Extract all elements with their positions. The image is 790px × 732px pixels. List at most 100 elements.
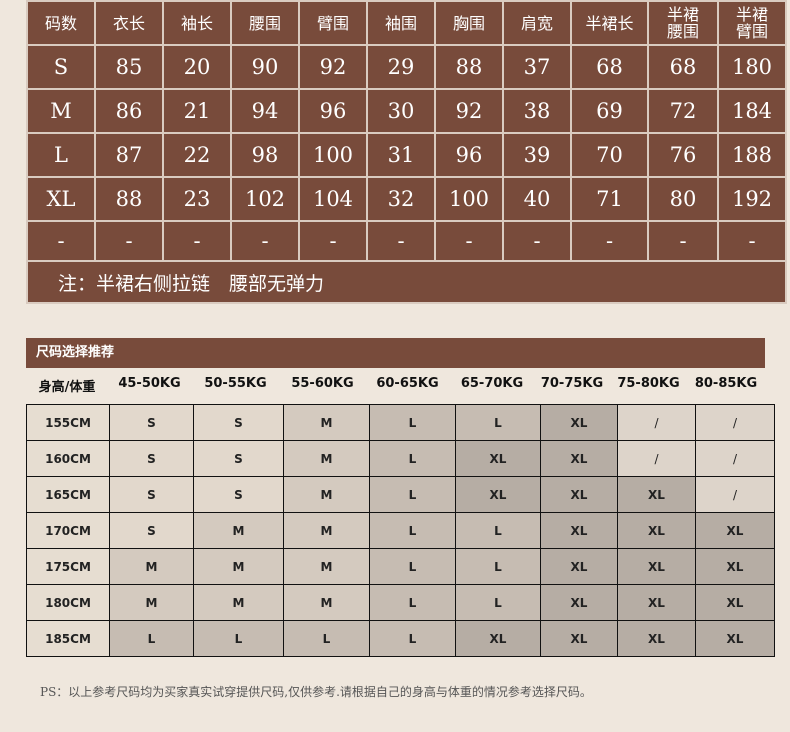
height-label: 170CM	[26, 512, 110, 549]
size-cell: 104	[298, 176, 368, 222]
size-recommendation-cell: XL	[617, 620, 696, 657]
size-recommendation-cell: M	[283, 584, 370, 621]
size-cell: -	[647, 220, 719, 262]
size-recommendation-cell: M	[283, 440, 370, 477]
size-recommendation-cell: L	[455, 548, 541, 585]
size-cell: M	[26, 88, 96, 134]
size-recommendation-cell: /	[617, 404, 696, 441]
size-recommendation-cell: S	[193, 440, 284, 477]
size-cell: 100	[434, 176, 504, 222]
size-recommendation-cell: L	[369, 620, 456, 657]
column-header: 腰围	[230, 0, 300, 46]
recommend-table: 155CM S S M L L XL //160CM S S M L XL XL //165CM S S M L XL…	[26, 404, 775, 657]
size-recommendation-cell: L	[369, 584, 456, 621]
weight-label: 80-85KG	[694, 376, 758, 391]
column-header: 半裙 腰围	[647, 0, 719, 46]
size-recommendation-cell: XL	[695, 512, 775, 549]
size-cell: 100	[298, 132, 368, 178]
size-recommendation-cell: XL	[455, 440, 541, 477]
section-title: 尺码选择推荐	[26, 338, 765, 368]
size-recommendation-cell: L	[369, 512, 456, 549]
size-cell: 32	[366, 176, 436, 222]
column-header: 袖长	[162, 0, 232, 46]
height-label: 165CM	[26, 476, 110, 513]
size-recommendation-cell: M	[109, 584, 194, 621]
height-label: 175CM	[26, 548, 110, 585]
size-cell: L	[26, 132, 96, 178]
size-recommendation-cell: XL	[540, 548, 618, 585]
size-recommendation-cell: XL	[540, 476, 618, 513]
weight-label: 60-65KG	[376, 376, 439, 391]
column-header: 胸围	[434, 0, 504, 46]
height-label: 180CM	[26, 584, 110, 621]
size-cell: 102	[230, 176, 300, 222]
size-cell: -	[94, 220, 164, 262]
size-cell: 40	[502, 176, 572, 222]
size-cell: 23	[162, 176, 232, 222]
size-recommendation-cell: /	[695, 440, 775, 477]
size-cell: 88	[434, 44, 504, 90]
size-cell: 38	[502, 88, 572, 134]
size-cell: 30	[366, 88, 436, 134]
size-cell: -	[26, 220, 96, 262]
size-row: S 85 20 90 92 29 88 37 68 68 180	[26, 44, 787, 90]
size-recommendation-cell: S	[109, 404, 194, 441]
size-recommendation-cell: XL	[695, 584, 775, 621]
size-recommendation-cell: XL	[455, 620, 541, 657]
size-cell: S	[26, 44, 96, 90]
size-cell: 69	[570, 88, 649, 134]
recommend-row: 185CM L L L L XL XL XL XL	[26, 620, 775, 657]
size-recommendation-cell: XL	[617, 548, 696, 585]
size-cell: 188	[717, 132, 787, 178]
height-label: 155CM	[26, 404, 110, 441]
weight-label: 70-75KG	[540, 376, 604, 391]
size-cell: 76	[647, 132, 719, 178]
size-cell: 92	[434, 88, 504, 134]
size-cell: 37	[502, 44, 572, 90]
recommend-row: 175CM M M M L L XL XL XL	[26, 548, 775, 585]
size-recommendation-cell: /	[695, 404, 775, 441]
recommend-row: 155CM S S M L L XL / /	[26, 404, 775, 441]
size-cell: 94	[230, 88, 300, 134]
size-cell: 80	[647, 176, 719, 222]
size-cell: 192	[717, 176, 787, 222]
size-cell: 180	[717, 44, 787, 90]
size-cell: -	[230, 220, 300, 262]
note-row: 注：半裙右侧拉链 腰部无弹力	[26, 260, 787, 304]
recommend-row: 170CM S M M L L XL XL XL	[26, 512, 775, 549]
size-recommendation-cell: XL	[617, 584, 696, 621]
height-label: 160CM	[26, 440, 110, 477]
size-recommendation-cell: XL	[540, 584, 618, 621]
size-header-row: 码数 衣长 袖长 腰围 臂围 袖围 胸围 肩宽 半裙长 半裙 腰围 半裙 臂围	[26, 0, 787, 46]
size-cell: 72	[647, 88, 719, 134]
size-row: L 87 22 98 100 31 96 39 70 76 188	[26, 132, 787, 178]
size-recommendation-cell: L	[193, 620, 284, 657]
size-recommendation-cell: L	[369, 548, 456, 585]
size-recommendation-cell: M	[109, 548, 194, 585]
weight-label: 50-55KG	[204, 376, 267, 391]
size-recommendation-cell: XL	[617, 476, 696, 513]
size-cell: 88	[94, 176, 164, 222]
size-recommendation-cell: XL	[455, 476, 541, 513]
size-cell: -	[162, 220, 232, 262]
size-cell: 21	[162, 88, 232, 134]
size-recommendation-cell: XL	[617, 512, 696, 549]
size-recommendation-cell: L	[369, 476, 456, 513]
size-recommendation-cell: /	[617, 440, 696, 477]
zipper-note: 注：半裙右侧拉链 腰部无弹力	[26, 260, 787, 304]
size-cell: 68	[647, 44, 719, 90]
weight-label: 65-70KG	[460, 376, 524, 391]
size-recommendation-cell: S	[109, 440, 194, 477]
size-row: XL 88 23 102 104 32 100 40 71 80 192	[26, 176, 787, 222]
size-recommendation-cell: XL	[540, 404, 618, 441]
column-header: 袖围	[366, 0, 436, 46]
size-cell: 29	[366, 44, 436, 90]
size-cell: 39	[502, 132, 572, 178]
corner-label: 身高/体重	[38, 380, 96, 395]
size-recommendation-cell: XL	[695, 620, 775, 657]
size-cell: -	[366, 220, 436, 262]
column-header: 码数	[26, 0, 96, 46]
weight-label: 55-60KG	[291, 376, 354, 391]
recommend-row: 165CM S S M L XL XL XL /	[26, 476, 775, 513]
size-recommendation-cell: S	[193, 404, 284, 441]
